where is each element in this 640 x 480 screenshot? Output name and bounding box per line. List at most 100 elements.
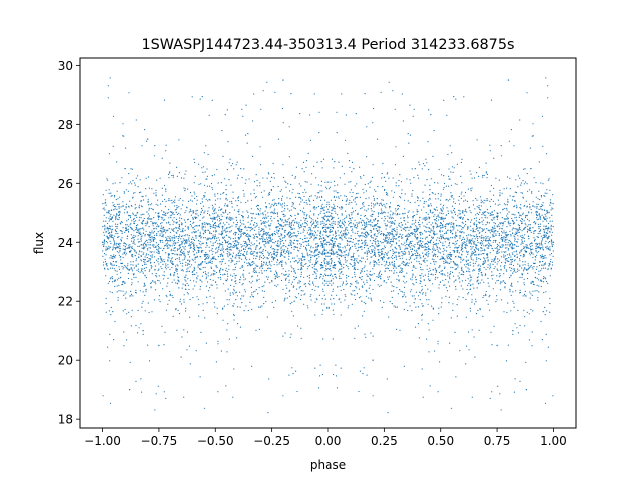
data-point	[472, 228, 474, 230]
data-point	[350, 226, 352, 228]
data-point	[467, 234, 469, 236]
data-point	[421, 222, 423, 224]
data-point	[298, 287, 300, 289]
data-point	[545, 240, 547, 242]
data-point	[412, 274, 414, 276]
data-point	[188, 288, 190, 291]
data-point	[298, 232, 300, 235]
data-point	[268, 254, 270, 256]
data-point	[402, 271, 404, 273]
data-point	[326, 181, 328, 183]
data-point	[424, 243, 426, 246]
data-point	[470, 173, 472, 175]
data-point	[110, 262, 112, 264]
data-point	[146, 140, 148, 142]
data-point	[411, 295, 413, 297]
data-point	[505, 234, 507, 236]
data-point	[401, 291, 403, 293]
data-point	[379, 244, 381, 246]
data-point	[236, 228, 239, 230]
data-point	[478, 206, 480, 208]
data-point	[138, 327, 140, 329]
data-point	[471, 294, 473, 296]
data-point	[320, 221, 322, 223]
data-point	[546, 232, 548, 234]
data-point	[411, 279, 413, 281]
data-point	[471, 299, 473, 301]
data-point	[523, 183, 526, 185]
data-point	[524, 261, 526, 263]
data-point	[281, 234, 283, 236]
data-point	[373, 198, 375, 200]
data-point	[358, 235, 360, 237]
data-point	[465, 298, 467, 300]
data-point	[313, 221, 315, 223]
data-point	[334, 221, 336, 223]
data-point	[123, 135, 125, 137]
data-point	[515, 251, 517, 253]
data-point	[282, 249, 284, 251]
data-point	[213, 218, 215, 220]
data-point	[347, 266, 349, 268]
data-point	[143, 217, 145, 220]
data-point	[257, 275, 259, 277]
data-point	[345, 295, 347, 297]
data-point	[296, 235, 298, 237]
data-point	[319, 233, 321, 235]
data-point	[448, 262, 450, 265]
data-point	[386, 235, 388, 237]
data-point	[346, 244, 348, 247]
data-point	[356, 287, 358, 289]
data-point	[172, 229, 174, 231]
data-point	[401, 262, 403, 264]
data-point	[413, 223, 415, 225]
data-point	[543, 217, 545, 219]
data-point	[354, 257, 356, 260]
data-point	[507, 200, 509, 202]
data-point	[264, 246, 266, 248]
data-point	[153, 251, 155, 253]
data-point	[507, 201, 509, 203]
data-point	[306, 275, 308, 277]
data-point	[521, 240, 524, 242]
data-point	[120, 290, 122, 292]
data-point	[446, 290, 449, 292]
data-point	[366, 374, 368, 376]
data-point	[383, 254, 386, 256]
data-point	[447, 210, 449, 212]
data-point	[342, 233, 344, 235]
data-point	[391, 303, 393, 305]
data-point	[540, 205, 543, 208]
data-point	[171, 257, 173, 259]
data-point	[491, 344, 493, 346]
data-point	[227, 250, 229, 253]
data-point	[370, 332, 372, 334]
data-point	[424, 218, 426, 220]
data-point	[186, 207, 188, 209]
data-point	[458, 213, 460, 215]
data-point	[268, 225, 270, 227]
data-point	[223, 205, 226, 207]
data-point	[199, 288, 201, 290]
data-point	[511, 261, 513, 263]
data-point	[207, 253, 209, 256]
data-point	[227, 303, 229, 305]
data-point	[162, 234, 164, 236]
data-point	[446, 223, 448, 225]
data-point	[150, 258, 152, 260]
data-point	[160, 247, 162, 249]
data-point	[105, 275, 107, 277]
data-point	[394, 164, 397, 166]
data-point	[321, 196, 323, 198]
data-point	[403, 213, 405, 215]
data-point	[247, 200, 249, 202]
data-point	[446, 114, 448, 116]
data-point	[240, 201, 242, 203]
data-point	[315, 207, 318, 209]
data-point	[309, 280, 311, 282]
data-point	[377, 138, 379, 140]
data-point	[179, 220, 181, 222]
data-point	[399, 213, 401, 215]
data-point	[300, 243, 302, 245]
data-point	[546, 237, 548, 239]
